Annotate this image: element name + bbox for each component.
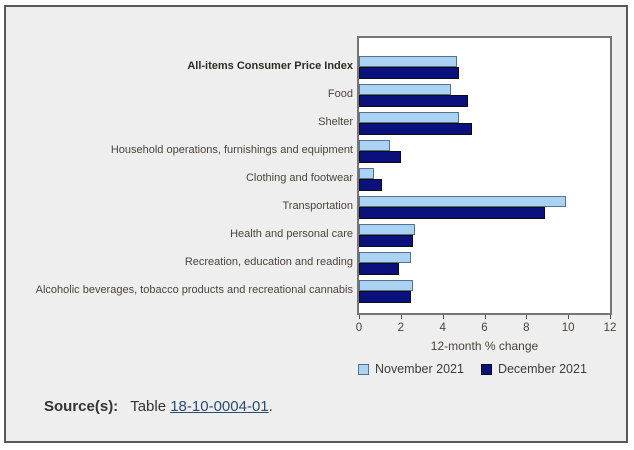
x-tick-mark xyxy=(610,315,611,319)
bar-group xyxy=(359,110,610,138)
bar-december-2021 xyxy=(359,263,399,275)
x-tick-label: 8 xyxy=(523,322,530,334)
legend-item-november-2021: November 2021 xyxy=(358,362,464,376)
x-tick-label: 10 xyxy=(561,322,575,334)
legend-label: December 2021 xyxy=(497,362,587,376)
category-label: All-items Consumer Price Index xyxy=(187,59,353,72)
bar-group xyxy=(359,166,610,194)
bar-november-2021 xyxy=(359,140,391,151)
bar-november-2021 xyxy=(359,168,374,179)
bar-november-2021 xyxy=(359,252,412,263)
legend-swatch xyxy=(480,363,492,375)
x-tick-label: 12 xyxy=(603,322,617,334)
x-tick-mark xyxy=(526,315,528,319)
bar-november-2021 xyxy=(359,196,567,207)
x-tick-mark xyxy=(359,315,360,319)
bar-november-2021 xyxy=(359,224,416,235)
bar-december-2021 xyxy=(359,67,460,79)
category-label: Recreation, education and reading xyxy=(184,255,353,268)
bar-group xyxy=(359,82,610,110)
x-tick-label: 4 xyxy=(439,322,446,334)
bar-group xyxy=(359,138,610,166)
x-tick-mark xyxy=(442,315,444,319)
x-tick-label: 0 xyxy=(355,322,363,334)
source-line: Source(s): Table 18-10-0004-01. xyxy=(44,398,273,415)
x-tick-label: 6 xyxy=(481,322,488,334)
bar-december-2021 xyxy=(359,123,472,135)
category-label: Alcoholic beverages, tobacco products an… xyxy=(35,283,353,296)
legend-item-december-2021: December 2021 xyxy=(480,362,587,376)
x-axis: 0 2 4 6 8 10 12 xyxy=(355,315,616,339)
bar-december-2021 xyxy=(359,235,414,247)
bar-november-2021 xyxy=(359,280,414,291)
x-tick-mark xyxy=(568,315,570,319)
x-tick-mark xyxy=(400,315,402,319)
bar-group xyxy=(359,250,610,278)
category-label: Health and personal care xyxy=(230,227,353,240)
chart-card: All-items Consumer Price Index Food Shelte… xyxy=(4,5,628,443)
category-label: Household operations, furnishings and eq… xyxy=(110,143,353,156)
bar-december-2021 xyxy=(359,207,546,219)
source-prefix: Table xyxy=(130,398,167,415)
legend: November 2021 December 2021 xyxy=(358,362,587,376)
x-tick-label: 2 xyxy=(397,322,405,334)
category-axis: All-items Consumer Price Index Food Shelte… xyxy=(6,52,353,304)
bar-december-2021 xyxy=(359,95,468,107)
plot-area xyxy=(357,36,612,315)
category-label: Shelter xyxy=(318,115,353,128)
legend-swatch xyxy=(358,363,369,375)
bar-december-2021 xyxy=(359,179,382,191)
category-label: Transportation xyxy=(282,199,353,212)
legend-label: November 2021 xyxy=(375,362,464,376)
bar-december-2021 xyxy=(359,151,401,163)
bar-november-2021 xyxy=(359,84,452,95)
source-table-link[interactable]: 18-10-0004-01 xyxy=(170,398,269,415)
source-suffix: . xyxy=(268,398,273,415)
x-axis-title: 12-month % change xyxy=(430,339,539,353)
bar-group xyxy=(359,54,610,82)
category-label: Clothing and footwear xyxy=(245,171,353,184)
bar-november-2021 xyxy=(359,56,458,67)
bar-group xyxy=(359,222,610,250)
bar-december-2021 xyxy=(359,291,412,303)
bar-november-2021 xyxy=(359,112,460,123)
category-label: Food xyxy=(327,87,353,100)
bar-group xyxy=(359,194,610,222)
bar-group xyxy=(359,278,610,306)
x-tick-mark xyxy=(484,315,486,319)
source-label: Source(s): xyxy=(44,398,119,415)
